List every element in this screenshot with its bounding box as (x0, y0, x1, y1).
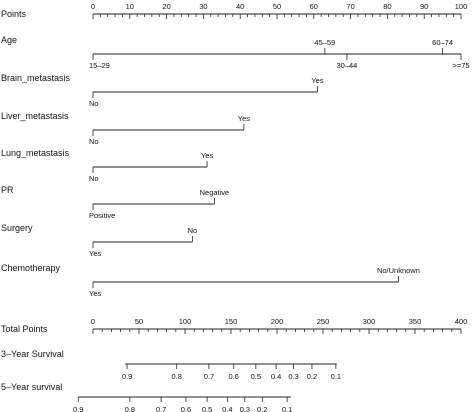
level-label-chemotherapy: Yes (89, 289, 101, 298)
total-points-axis-label: Total Points (1, 324, 48, 334)
total-points-axis-tick-label: 350 (409, 317, 422, 326)
points-axis-tick-label: 40 (236, 2, 244, 11)
survival-3-year-tick-label: 0.6 (229, 372, 239, 381)
total-points-axis-tick-label: 100 (179, 317, 192, 326)
survival-3-year-tick-label: 0.2 (307, 372, 317, 381)
survival-3-year-tick-label: 0.1 (331, 372, 341, 381)
points-axis-tick-label: 90 (420, 2, 428, 11)
level-label-lung-metastasis: No (89, 174, 99, 183)
total-points-axis-tick-label: 250 (317, 317, 330, 326)
row-label-liver-metastasis: Liver_metastasis (1, 111, 69, 121)
level-label-age: 45–59 (314, 38, 335, 47)
survival-5-year-tick-label: 0.3 (240, 405, 250, 412)
total-points-axis-tick-label: 200 (271, 317, 284, 326)
level-label-surgery: Yes (89, 249, 101, 258)
points-axis-tick-label: 80 (383, 2, 391, 11)
total-points-axis-tick-label: 0 (91, 317, 95, 326)
total-points-axis-tick-label: 150 (225, 317, 238, 326)
survival-3-year-tick-label: 0.8 (172, 372, 182, 381)
total-points-axis-tick-label: 50 (135, 317, 143, 326)
points-axis-tick-label: 30 (199, 2, 207, 11)
level-label-brain-metastasis: Yes (311, 76, 323, 85)
row-label-surgery: Surgery (1, 223, 33, 233)
survival-5-year-label: 5–Year survival (1, 382, 62, 392)
survival-3-year-tick-label: 0.7 (204, 372, 214, 381)
survival-3-year-tick-label: 0.4 (271, 372, 281, 381)
points-axis-label: Points (1, 9, 27, 19)
level-label-lung-metastasis: Yes (201, 151, 213, 160)
level-label-age: 60–74 (432, 38, 453, 47)
points-axis-tick-label: 70 (346, 2, 354, 11)
survival-5-year-tick-label: 0.7 (156, 405, 166, 412)
survival-5-year-tick-label: 0.1 (282, 405, 292, 412)
row-label-chemotherapy: Chemotherapy (1, 263, 61, 273)
row-label-brain-metastasis: Brain_metastasis (1, 73, 71, 83)
survival-5-year-tick-label: 0.2 (257, 405, 267, 412)
row-label-lung-metastasis: Lung_metastasis (1, 148, 70, 158)
level-label-chemotherapy: No/Unknown (377, 266, 420, 275)
survival-3-year-tick-label: 0.9 (122, 372, 132, 381)
level-label-pr: Positive (89, 211, 115, 220)
total-points-axis-tick-label: 300 (363, 317, 376, 326)
points-axis-tick-label: 60 (310, 2, 318, 11)
points-axis-tick-label: 50 (273, 2, 281, 11)
survival-5-year-tick-label: 0.9 (73, 405, 83, 412)
survival-5-year-tick-label: 0.8 (125, 405, 135, 412)
level-label-liver-metastasis: Yes (238, 114, 250, 123)
level-label-age: >=75 (452, 61, 469, 70)
points-axis-tick-label: 100 (455, 2, 468, 11)
survival-5-year-tick-label: 0.6 (181, 405, 191, 412)
points-axis-tick-label: 0 (91, 2, 95, 11)
level-label-surgery: No (188, 226, 198, 235)
level-label-brain-metastasis: No (89, 99, 99, 108)
level-label-liver-metastasis: No (89, 137, 99, 146)
level-label-age: 30–44 (336, 61, 357, 70)
survival-5-year-tick-label: 0.5 (202, 405, 212, 412)
row-label-pr: PR (1, 185, 14, 195)
points-axis-tick-label: 10 (126, 2, 134, 11)
level-label-age: 15–29 (89, 61, 110, 70)
row-label-age: Age (1, 35, 17, 45)
total-points-axis-tick-label: 400 (455, 317, 468, 326)
survival-3-year-tick-label: 0.5 (251, 372, 261, 381)
points-axis-tick-label: 20 (162, 2, 170, 11)
survival-3-year-label: 3–Year Survival (1, 349, 64, 359)
survival-3-year-tick-label: 0.3 (288, 372, 298, 381)
survival-5-year-tick-label: 0.4 (222, 405, 232, 412)
level-label-pr: Negative (200, 188, 230, 197)
